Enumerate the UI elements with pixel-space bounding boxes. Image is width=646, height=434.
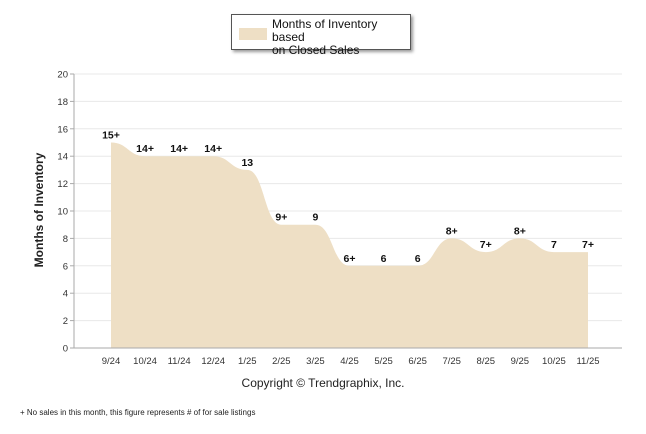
- x-tick-label: 10/25: [542, 356, 566, 367]
- data-labels: 15+ 14+ 14+ 14+ 13 9+ 9 6+ 6 6 8+ 7+ 8+ 7 7+: [102, 130, 594, 265]
- legend-label-line1: Months of Inventory based: [272, 17, 378, 44]
- data-label: 8+: [514, 225, 526, 237]
- y-tick-label: 14: [57, 152, 68, 163]
- area-series: [111, 142, 588, 348]
- x-tick-label: 11/24: [168, 356, 191, 367]
- x-tick-label: 9/25: [511, 356, 530, 367]
- area-fill: [111, 142, 588, 348]
- y-tick-label: 10: [57, 207, 68, 218]
- y-tick-label: 2: [63, 316, 68, 327]
- x-tick-label: 7/25: [442, 356, 461, 367]
- data-label: 7: [551, 239, 557, 251]
- y-tick-label: 8: [63, 234, 68, 245]
- x-tick-label: 11/25: [576, 356, 599, 367]
- data-label: 7+: [480, 239, 492, 251]
- data-label: 6: [415, 253, 421, 265]
- y-axis-label: Months of Inventory: [32, 152, 46, 267]
- x-tick-label: 12/24: [201, 356, 225, 367]
- copyright-text: Copyright © Trendgraphix, Inc.: [241, 376, 405, 390]
- legend-label-line2: on Closed Sales: [272, 43, 360, 57]
- x-tick-label: 8/25: [477, 356, 496, 367]
- footnote-text: + No sales in this month, this figure re…: [20, 408, 256, 417]
- x-tick-label: 3/25: [306, 356, 325, 367]
- y-tick-label: 6: [63, 261, 68, 272]
- x-tick-label: 2/25: [272, 356, 291, 367]
- axes: [70, 73, 622, 349]
- y-tick-label: 0: [63, 344, 68, 355]
- data-label: 7+: [582, 239, 594, 251]
- data-label: 9+: [275, 212, 287, 224]
- data-label: 14+: [170, 143, 188, 155]
- x-tick-label: 6/25: [408, 356, 427, 367]
- data-label: 6: [381, 253, 387, 265]
- data-label: 8+: [446, 225, 458, 237]
- data-label: 14+: [204, 143, 222, 155]
- y-tick-label: 18: [57, 97, 68, 108]
- data-label: 6+: [344, 253, 356, 265]
- data-label: 15+: [102, 130, 120, 142]
- y-tick-labels: 0 2 4 6 8 10 12 14 16 18 20: [57, 70, 68, 355]
- x-tick-label: 1/25: [238, 356, 257, 367]
- data-label: 9: [313, 212, 319, 224]
- data-label: 13: [241, 157, 253, 169]
- x-tick-label: 4/25: [340, 356, 359, 367]
- y-tick-label: 20: [57, 70, 68, 81]
- y-tick-label: 12: [57, 179, 68, 190]
- y-tick-label: 16: [57, 124, 68, 135]
- legend-label: Months of Inventory based on Closed Sale…: [272, 18, 410, 57]
- x-tick-label: 10/24: [133, 356, 157, 367]
- legend-swatch: [239, 28, 267, 40]
- x-tick-labels: 9/24 10/24 11/24 12/24 1/25 2/25 3/25 4/25 5/25 6…: [102, 356, 600, 367]
- data-label: 14+: [136, 143, 154, 155]
- x-tick-label: 5/25: [374, 356, 393, 367]
- legend: Months of Inventory based on Closed Sale…: [231, 14, 411, 57]
- x-tick-label: 9/24: [102, 356, 121, 367]
- y-tick-label: 4: [63, 289, 68, 300]
